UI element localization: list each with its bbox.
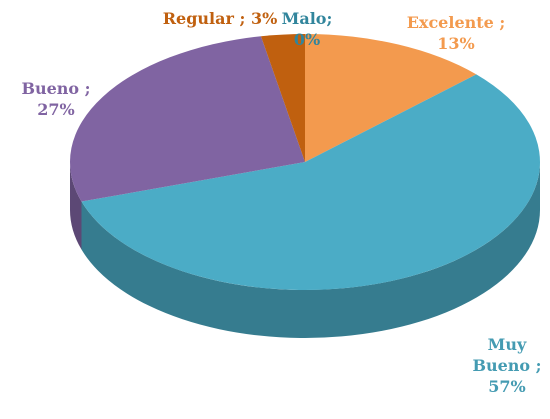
data-label: Regular ; 3% <box>162 9 278 28</box>
data-label: Malo; 0% <box>281 9 333 49</box>
data-label: Excelente ; 13% <box>406 13 506 53</box>
data-label: Bueno ; 27% <box>21 79 91 119</box>
slice <box>81 74 541 291</box>
slice-side <box>70 162 82 250</box>
slice <box>260 34 305 162</box>
slice <box>69 36 305 202</box>
slice <box>305 34 477 162</box>
slice-side <box>81 162 541 338</box>
data-label: Muy Bueno ; 57% <box>472 335 542 396</box>
